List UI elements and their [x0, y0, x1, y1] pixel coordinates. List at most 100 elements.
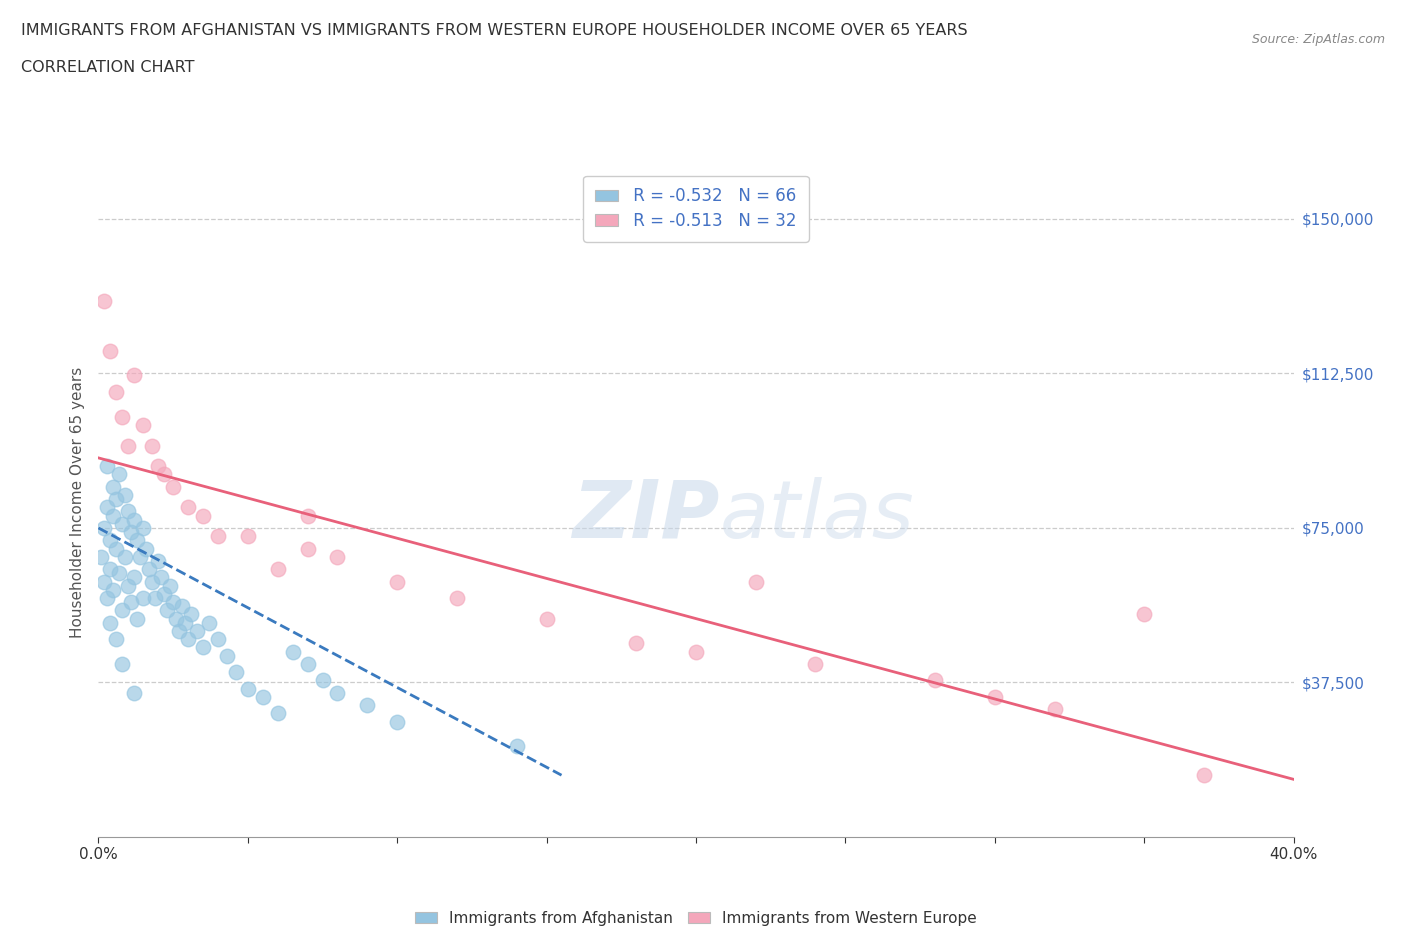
Point [127, 533, 149, 548]
Point [983, 689, 1005, 704]
Point [326, 550, 349, 565]
Text: IMMIGRANTS FROM AFGHANISTAN VS IMMIGRANTS FROM WESTERN EUROPE HOUSEHOLDER INCOME: IMMIGRANTS FROM AFGHANISTAN VS IMMIGRANT… [21, 23, 967, 38]
Point [159, 578, 181, 593]
Point [1133, 607, 1156, 622]
Point [624, 636, 647, 651]
Point [1192, 768, 1215, 783]
Point [685, 644, 707, 659]
Point [236, 681, 259, 696]
Point [804, 657, 827, 671]
Point [111, 603, 134, 618]
Text: Source: ZipAtlas.com: Source: ZipAtlas.com [1251, 33, 1385, 46]
Point [141, 438, 163, 453]
Point [236, 529, 259, 544]
Point [124, 570, 146, 585]
Point [98, 616, 122, 631]
Text: ZIP: ZIP [572, 476, 720, 554]
Point [96, 458, 118, 473]
Point [924, 673, 946, 688]
Point [135, 541, 157, 556]
Point [191, 508, 214, 523]
Point [172, 599, 194, 614]
Point [297, 508, 319, 523]
Point [167, 623, 190, 638]
Point [207, 631, 229, 646]
Point [103, 582, 125, 597]
Point [385, 574, 409, 589]
Point [124, 368, 146, 383]
Point [162, 594, 184, 609]
Point [267, 562, 290, 577]
Point [191, 640, 214, 655]
Point [93, 294, 115, 309]
Point [98, 343, 122, 358]
Point [127, 611, 149, 626]
Point [267, 706, 290, 721]
Point [356, 698, 378, 712]
Point [108, 565, 131, 580]
Point [153, 467, 176, 482]
Point [281, 644, 304, 659]
Point [96, 500, 118, 515]
Point [177, 500, 200, 515]
Point [105, 384, 128, 399]
Point [117, 578, 139, 593]
Text: atlas: atlas [720, 476, 915, 554]
Point [162, 479, 184, 494]
Point [105, 492, 128, 507]
Point [326, 685, 349, 700]
Point [385, 714, 409, 729]
Point [225, 665, 247, 680]
Point [745, 574, 768, 589]
Point [536, 611, 558, 626]
Point [111, 516, 134, 531]
Point [93, 521, 115, 536]
Point [132, 418, 155, 432]
Point [150, 570, 173, 585]
Point [117, 438, 139, 453]
Point [105, 631, 128, 646]
Point [215, 648, 238, 663]
Point [506, 739, 529, 754]
Point [129, 550, 152, 565]
Point [120, 594, 142, 609]
Legend: Immigrants from Afghanistan, Immigrants from Western Europe: Immigrants from Afghanistan, Immigrants … [409, 905, 983, 930]
Point [148, 458, 170, 473]
Point [177, 631, 200, 646]
Point [165, 611, 187, 626]
Point [103, 479, 125, 494]
Point [124, 512, 146, 527]
Point [96, 591, 118, 605]
Point [156, 603, 179, 618]
Point [138, 562, 160, 577]
Point [297, 657, 319, 671]
Point [180, 607, 202, 622]
Point [1043, 702, 1066, 717]
Point [311, 673, 333, 688]
Point [103, 508, 125, 523]
Point [105, 541, 128, 556]
Point [153, 587, 176, 602]
Point [297, 541, 319, 556]
Point [114, 550, 136, 565]
Point [132, 521, 155, 536]
Point [90, 550, 112, 565]
Y-axis label: Householder Income Over 65 years: Householder Income Over 65 years [69, 366, 84, 638]
Point [111, 657, 134, 671]
Point [114, 487, 136, 502]
Text: CORRELATION CHART: CORRELATION CHART [21, 60, 194, 75]
Point [111, 409, 134, 424]
Point [446, 591, 468, 605]
Point [148, 553, 170, 568]
Point [117, 504, 139, 519]
Point [120, 525, 142, 539]
Point [252, 689, 274, 704]
Point [186, 623, 208, 638]
Point [141, 574, 163, 589]
Point [108, 467, 131, 482]
Point [143, 591, 166, 605]
Point [207, 529, 229, 544]
Point [98, 562, 122, 577]
Point [132, 591, 155, 605]
Point [198, 616, 221, 631]
